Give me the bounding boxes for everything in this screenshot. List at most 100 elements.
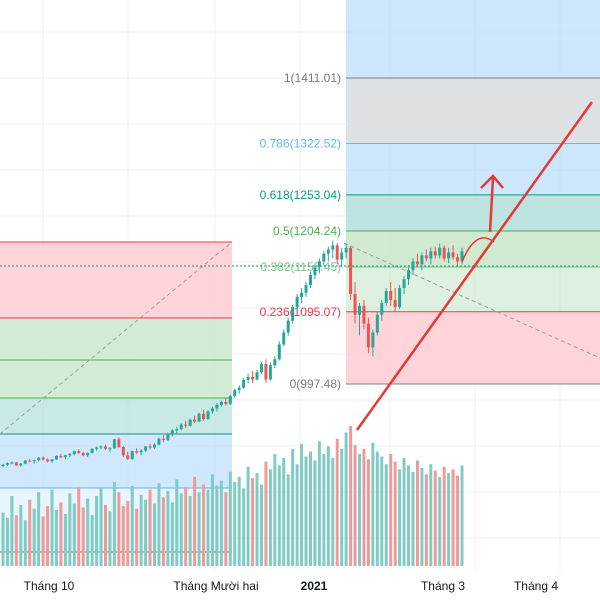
trendline[interactable] — [355, 101, 594, 431]
volume-bar — [304, 456, 308, 566]
volume-bar — [41, 516, 45, 566]
candle-body — [228, 396, 232, 404]
volume-bar — [433, 470, 437, 566]
candle-body — [117, 439, 121, 448]
candle-body — [202, 413, 206, 420]
candle-body — [130, 451, 134, 459]
candle-body — [219, 401, 223, 405]
volume-bar — [32, 508, 36, 566]
volume-bar — [407, 465, 411, 566]
candle-body — [389, 291, 393, 300]
fib-zone-green — [346, 231, 600, 268]
fib-level-label: 0(997.48) — [290, 377, 341, 391]
volume-bar — [420, 468, 424, 566]
candle-body — [282, 332, 286, 345]
candle-body — [179, 424, 183, 430]
volume-bar — [59, 502, 63, 566]
volume-bar — [442, 466, 446, 566]
volume-bar — [72, 503, 76, 566]
forecast-arrow-shaft — [488, 177, 495, 233]
volume-bar — [50, 489, 54, 566]
candle-body — [188, 419, 192, 426]
volume-bar — [95, 496, 99, 566]
candle-body — [197, 413, 201, 422]
volume-bar — [86, 498, 90, 566]
candle-body — [251, 377, 255, 380]
volume-bar — [389, 454, 393, 566]
volume-bar — [237, 476, 241, 566]
volume-bar — [63, 513, 67, 566]
volume-bar — [322, 454, 326, 566]
candle-body — [393, 299, 397, 308]
candle-body — [81, 452, 85, 456]
volume-bar — [349, 426, 353, 566]
volume-bar — [460, 465, 464, 566]
candle-body — [153, 444, 157, 448]
candle-body — [264, 363, 268, 380]
candle-body — [215, 404, 219, 409]
candle-body — [242, 380, 246, 388]
candle-body — [380, 302, 384, 315]
candle-body — [23, 460, 27, 464]
candle-body — [5, 463, 9, 465]
volume-bar — [286, 474, 290, 566]
volume-bar — [259, 484, 263, 566]
volume-bar — [130, 485, 134, 566]
candle-body — [451, 252, 455, 258]
volume-bar — [170, 502, 174, 566]
fib-zone-lightgreen — [346, 267, 600, 312]
volume-bar — [384, 464, 388, 566]
volume-bar — [353, 445, 357, 566]
volume-bar — [206, 489, 210, 566]
volume-bar — [264, 461, 268, 566]
volume-bar — [184, 487, 188, 566]
volume-bar — [210, 474, 214, 566]
volume-bar — [375, 451, 379, 566]
candle-body — [237, 387, 241, 391]
fib-level-label: 1(1411.01) — [284, 71, 341, 85]
x-axis-tick-label: 2021 — [301, 579, 328, 593]
volume-bar — [308, 451, 312, 566]
volume-bar — [139, 494, 143, 566]
candle-body — [291, 307, 295, 321]
candle-body — [184, 424, 188, 426]
candle-body — [438, 247, 442, 256]
candle-body — [411, 261, 415, 271]
volume-bar — [451, 469, 455, 566]
candle-body — [259, 363, 263, 373]
candle-body — [362, 305, 366, 324]
volume-bar — [197, 492, 201, 566]
volume-bar — [54, 510, 58, 566]
volume-bar — [215, 485, 219, 566]
volume-bar — [14, 515, 18, 566]
forecast-arrow-head — [480, 174, 504, 189]
candle-body — [10, 462, 14, 464]
volume-bar — [19, 504, 23, 566]
candle-body — [126, 455, 130, 459]
volume-bar — [255, 473, 259, 566]
candle-body — [326, 249, 330, 254]
candle-body — [148, 446, 152, 448]
candle-body — [358, 305, 362, 315]
candle-body — [268, 365, 272, 380]
fib-zone-red — [346, 311, 600, 384]
candle-body — [224, 401, 228, 404]
volume-bar — [411, 471, 415, 566]
candle-body — [331, 245, 335, 250]
candle-body — [371, 332, 375, 348]
candle-body — [112, 439, 116, 449]
candle-body — [295, 296, 299, 308]
volume-bar — [90, 515, 94, 566]
volume-bar — [424, 474, 428, 566]
volume-bar — [251, 478, 255, 566]
candle-body — [233, 390, 237, 397]
candle-body — [28, 460, 32, 462]
candle-body — [433, 251, 437, 256]
volume-bar — [28, 499, 32, 566]
candle-body — [353, 294, 357, 315]
candle-body — [344, 247, 348, 253]
candle-body — [14, 462, 18, 466]
fib-zone-teal — [346, 194, 600, 232]
